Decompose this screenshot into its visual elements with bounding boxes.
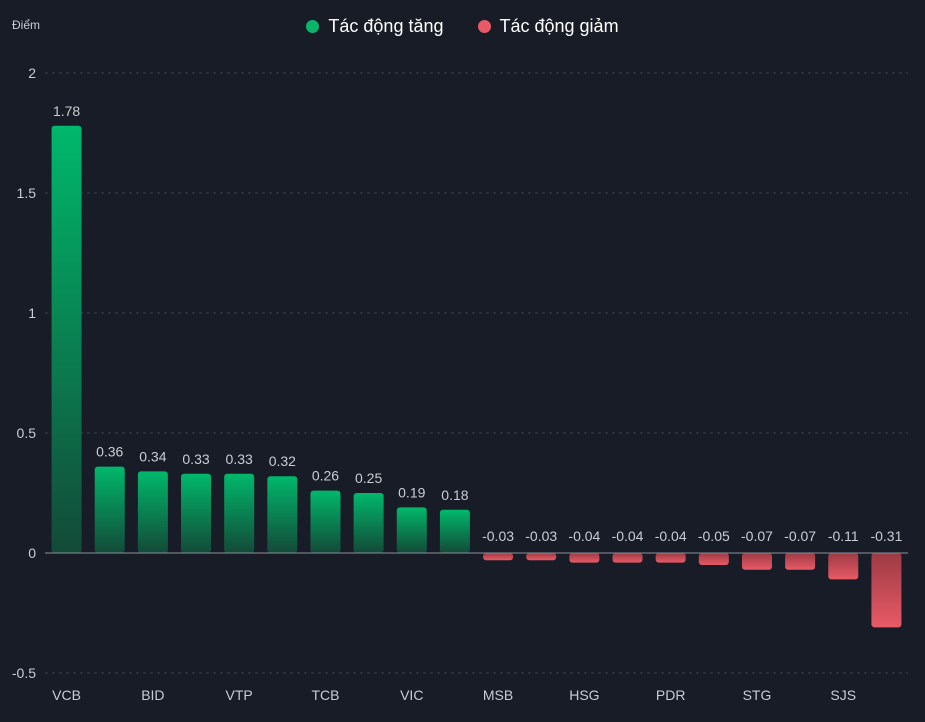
legend-label-increase: Tác động tăng bbox=[328, 16, 444, 36]
y-tick-label: 1.5 bbox=[17, 185, 37, 201]
data-label-2: 0.34 bbox=[139, 448, 166, 464]
data-label-6: 0.26 bbox=[312, 468, 339, 484]
data-label-13: -0.04 bbox=[612, 528, 644, 544]
bar-18[interactable] bbox=[828, 553, 859, 580]
legend-dot-decrease-icon bbox=[477, 20, 491, 33]
y-tick-label: 0 bbox=[28, 545, 36, 561]
legend: Tác động tăng Tác động giảm bbox=[0, 16, 925, 37]
data-label-1: 0.36 bbox=[96, 444, 123, 460]
data-label-9: 0.18 bbox=[441, 487, 468, 503]
data-label-15: -0.05 bbox=[698, 528, 730, 544]
bar-16[interactable] bbox=[741, 553, 772, 570]
x-tick-label: HSG bbox=[569, 687, 599, 703]
data-label-16: -0.07 bbox=[741, 528, 773, 544]
y-tick-label: 1 bbox=[28, 305, 36, 321]
bar-6[interactable] bbox=[310, 490, 341, 553]
bar-12[interactable] bbox=[569, 553, 600, 563]
y-tick-label: 2 bbox=[28, 65, 36, 81]
bar-9[interactable] bbox=[439, 509, 470, 553]
y-axis-label: Điểm bbox=[12, 18, 41, 32]
data-label-19: -0.31 bbox=[870, 528, 902, 544]
legend-label-decrease: Tác động giảm bbox=[499, 16, 619, 36]
x-tick-label: VCB bbox=[52, 687, 81, 703]
bar-13[interactable] bbox=[612, 553, 643, 563]
legend-item-decrease[interactable]: Tác động giảm bbox=[477, 16, 619, 37]
data-label-3: 0.33 bbox=[182, 451, 209, 467]
bar-17[interactable] bbox=[785, 553, 816, 570]
bar-1[interactable] bbox=[94, 466, 125, 553]
data-label-4: 0.33 bbox=[226, 451, 253, 467]
data-label-12: -0.04 bbox=[568, 528, 600, 544]
bar-3[interactable] bbox=[181, 473, 212, 553]
data-label-7: 0.25 bbox=[355, 470, 382, 486]
legend-item-increase[interactable]: Tác động tăng bbox=[306, 16, 444, 37]
bar-2[interactable] bbox=[137, 471, 168, 553]
data-label-18: -0.11 bbox=[828, 528, 859, 544]
data-label-11: -0.03 bbox=[525, 528, 557, 544]
bar-0[interactable] bbox=[51, 125, 82, 554]
data-label-0: 1.78 bbox=[53, 103, 80, 119]
data-label-8: 0.19 bbox=[398, 484, 425, 500]
bar-19[interactable] bbox=[871, 553, 902, 628]
bar-4[interactable] bbox=[224, 473, 255, 553]
x-tick-label: BID bbox=[141, 687, 164, 703]
data-label-10: -0.03 bbox=[482, 528, 514, 544]
bar-14[interactable] bbox=[655, 553, 686, 563]
data-label-14: -0.04 bbox=[655, 528, 687, 544]
y-tick-label: 0.5 bbox=[17, 425, 37, 441]
x-tick-label: PDR bbox=[656, 687, 686, 703]
x-tick-label: TCB bbox=[311, 687, 339, 703]
bar-15[interactable] bbox=[698, 553, 729, 565]
data-label-5: 0.32 bbox=[269, 453, 296, 469]
bar-10[interactable] bbox=[483, 553, 514, 561]
bar-5[interactable] bbox=[267, 476, 298, 553]
x-tick-label: MSB bbox=[483, 687, 513, 703]
x-tick-label: VIC bbox=[400, 687, 423, 703]
x-tick-label: STG bbox=[743, 687, 772, 703]
bar-8[interactable] bbox=[396, 507, 427, 553]
data-label-17: -0.07 bbox=[784, 528, 816, 544]
bar-11[interactable] bbox=[526, 553, 557, 561]
x-tick-label: VTP bbox=[226, 687, 253, 703]
y-tick-label: -0.5 bbox=[12, 665, 36, 681]
bar-7[interactable] bbox=[353, 493, 384, 553]
legend-dot-increase-icon bbox=[306, 20, 320, 33]
x-tick-label: SJS bbox=[830, 687, 856, 703]
